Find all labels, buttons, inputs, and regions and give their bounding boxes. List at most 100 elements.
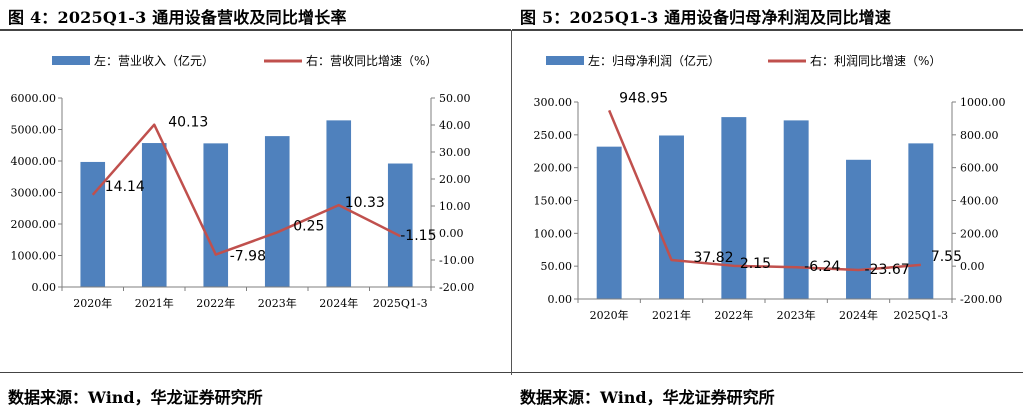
x-tick-label: 2020年 <box>590 308 629 322</box>
bar-series <box>596 117 934 300</box>
figure-5-panel: 图 5：2025Q1-3 通用设备归母净利润及同比增速 左：归母净利润（亿元） 右… <box>512 0 1023 411</box>
line-series <box>608 109 921 272</box>
legend-bar-swatch <box>546 56 584 65</box>
data-labels: 948.95 37.82 2.15 -6.24 -23.67 7.55 <box>619 90 962 278</box>
left-tick-label: 300.00 <box>534 96 573 109</box>
figure-4-panel: 图 4：2025Q1-3 通用设备营收及同比增长率 左：营业收入（亿元） 右：营收… <box>0 0 511 411</box>
right-tick-label: 30.00 <box>439 146 471 159</box>
data-labels: 14.14 40.13 -7.98 0.25 10.33 -1.15 <box>105 115 437 265</box>
line-data-label: 0.25 <box>293 218 324 234</box>
net-profit-chart: 左：归母净利润（亿元） 右：利润同比增速（%） 0.00 50.00 100.00 150… <box>534 53 1006 322</box>
bar <box>596 146 622 299</box>
bar <box>80 161 106 287</box>
right-tick-label: 800.00 <box>960 129 999 142</box>
right-tick-label: 200.00 <box>960 227 999 240</box>
line-data-label: -1.15 <box>400 228 436 244</box>
line-data-label: -23.67 <box>865 262 910 278</box>
left-tick-label: 50.00 <box>541 260 573 273</box>
left-tick-label: 200.00 <box>534 162 573 175</box>
x-tick-label: 2024年 <box>839 308 878 322</box>
bar <box>721 117 747 299</box>
bar <box>387 163 413 287</box>
line-data-label: -6.24 <box>804 259 840 275</box>
x-tick-label: 2023年 <box>777 308 816 322</box>
right-tick-label: 20.00 <box>439 173 471 186</box>
left-tick-label: 150.00 <box>534 195 573 208</box>
source-rule <box>0 372 511 373</box>
line-data-label: 7.55 <box>931 249 962 265</box>
legend-line-label: 右：营收同比增速（%） <box>306 53 437 68</box>
revenue-chart: 左：营业收入（亿元） 右：营收同比增速（%） 0.00 1000.00 2000.00 3… <box>11 53 475 310</box>
left-tick-label: 6000.00 <box>11 92 57 105</box>
left-axis: 0.00 50.00 100.00 150.00 200.00 250.00 300.00 <box>534 96 579 306</box>
left-tick-label: 5000.00 <box>11 124 57 137</box>
x-tick-label: 2024年 <box>319 296 358 310</box>
growth-line <box>91 123 401 256</box>
x-tick-label: 2021年 <box>652 308 691 322</box>
data-source: 数据来源：Wind，华龙证券研究所 <box>520 388 775 407</box>
right-tick-label: 50.00 <box>439 92 471 105</box>
left-axis: 0.00 1000.00 2000.00 3000.00 4000.00 5000.00 6… <box>11 92 63 294</box>
panel-divider <box>511 30 512 375</box>
right-tick-label: 0.00 <box>960 260 985 273</box>
left-tick-label: 0.00 <box>32 281 57 294</box>
line-series <box>91 123 401 256</box>
line-data-label: 40.13 <box>168 115 208 131</box>
source-rule <box>512 372 1023 373</box>
right-tick-label: -10.00 <box>439 254 474 267</box>
bar <box>326 120 352 288</box>
x-tick-label: 2025Q1-3 <box>373 297 428 310</box>
left-tick-label: 100.00 <box>534 227 573 240</box>
line-data-label: 37.82 <box>694 250 734 266</box>
right-axis: -20.00 -10.00 0.00 10.00 20.00 30.00 40.00 50.0… <box>430 92 474 294</box>
legend-bar-label: 左：归母净利润（亿元） <box>588 53 720 68</box>
bar <box>783 120 809 300</box>
left-tick-label: 1000.00 <box>11 250 57 263</box>
x-axis: 2020年 2021年 2022年 2023年 2024年 2025Q1-3 <box>577 298 953 322</box>
left-tick-label: 0.00 <box>548 293 573 306</box>
legend-bar-swatch <box>52 56 90 65</box>
right-tick-label: -200.00 <box>960 293 1002 306</box>
right-axis: -200.00 0.00 200.00 400.00 600.00 800.00 1000.… <box>951 96 1006 306</box>
right-tick-label: -20.00 <box>439 281 474 294</box>
right-tick-label: 10.00 <box>439 200 471 213</box>
left-tick-label: 2000.00 <box>11 218 57 231</box>
left-tick-label: 250.00 <box>534 129 573 142</box>
line-data-label: 14.14 <box>105 179 145 195</box>
bar <box>203 143 229 287</box>
right-tick-label: 400.00 <box>960 195 999 208</box>
right-tick-label: 0.00 <box>439 227 464 240</box>
x-tick-label: 2022年 <box>714 308 753 322</box>
x-tick-label: 2023年 <box>258 296 297 310</box>
data-source: 数据来源：Wind，华龙证券研究所 <box>8 388 263 407</box>
line-data-label: 948.95 <box>619 90 668 106</box>
legend: 左：归母净利润（亿元） 右：利润同比增速（%） <box>546 53 941 68</box>
growth-line <box>608 109 921 272</box>
line-data-label: 2.15 <box>740 256 771 272</box>
x-tick-label: 2025Q1-3 <box>893 309 948 322</box>
right-tick-label: 1000.00 <box>960 96 1006 109</box>
legend: 左：营业收入（亿元） 右：营收同比增速（%） <box>52 53 437 68</box>
left-tick-label: 4000.00 <box>11 155 57 168</box>
x-tick-label: 2021年 <box>135 296 174 310</box>
title-rule <box>0 29 511 31</box>
line-data-label: 10.33 <box>345 195 385 211</box>
bar <box>908 143 934 299</box>
title-rule <box>512 29 1023 31</box>
x-tick-label: 2020年 <box>73 296 112 310</box>
legend-bar-label: 左：营业收入（亿元） <box>94 53 214 68</box>
x-tick-label: 2022年 <box>196 296 235 310</box>
x-axis: 2020年 2021年 2022年 2023年 2024年 2025Q1-3 <box>61 286 432 310</box>
bar-series <box>80 120 413 288</box>
legend-line-label: 右：利润同比增速（%） <box>810 53 941 68</box>
bar <box>141 143 167 287</box>
bar <box>846 159 871 299</box>
right-tick-label: 600.00 <box>960 162 999 175</box>
figure-title: 图 5：2025Q1-3 通用设备归母净利润及同比增速 <box>520 8 892 27</box>
figure-title: 图 4：2025Q1-3 通用设备营收及同比增长率 <box>8 8 347 27</box>
bar <box>659 135 684 299</box>
line-data-label: -7.98 <box>230 249 266 265</box>
right-tick-label: 40.00 <box>439 119 471 132</box>
bar <box>264 136 290 287</box>
left-tick-label: 3000.00 <box>11 187 57 200</box>
